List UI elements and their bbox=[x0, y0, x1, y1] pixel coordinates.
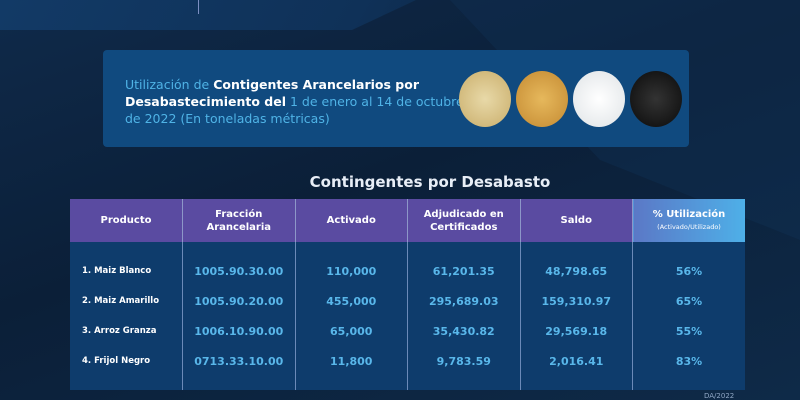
maiz-blanco-image bbox=[459, 71, 511, 127]
table-row: 3. Arroz Granza 1006.10.90.00 65,000 35,430… bbox=[70, 316, 745, 346]
cell-utilizacion: 65% bbox=[675, 294, 703, 308]
cell-utilizacion: 55% bbox=[675, 324, 703, 338]
cell-saldo: 2,016.41 bbox=[520, 346, 633, 376]
cell-fraccion: 1005.90.30.00 bbox=[182, 256, 296, 286]
maiz-amarillo-image bbox=[516, 71, 568, 127]
cell-producto: 2. Maiz Amarillo bbox=[70, 286, 183, 316]
cell-activado: 65,000 bbox=[295, 316, 408, 346]
cell-activado: 11,800 bbox=[295, 346, 408, 376]
header-fraccion: Fracción Arancelaria bbox=[182, 199, 296, 242]
footer-code: DA/2022 bbox=[704, 392, 735, 400]
table-row: 1. Maiz Blanco 1005.90.30.00 110,000 61,201… bbox=[70, 256, 745, 286]
cell-saldo: 29,569.18 bbox=[520, 316, 633, 346]
cell-producto: 3. Arroz Granza bbox=[70, 316, 183, 346]
header-adjudicado: Adjudicado en Certificados bbox=[407, 199, 521, 242]
cell-saldo: 159,310.97 bbox=[520, 286, 633, 316]
cell-adjudicado: 61,201.35 bbox=[407, 256, 521, 286]
cell-fraccion: 0713.33.10.00 bbox=[182, 346, 296, 376]
top-banner bbox=[0, 0, 416, 30]
arroz-image bbox=[573, 71, 625, 127]
info-text: Utilización de Contigentes Arancelarios … bbox=[125, 77, 464, 126]
header-utilizacion: % Utilización (Activado/Utilizado) bbox=[632, 199, 745, 242]
cell-utilizacion: 56% bbox=[675, 264, 703, 278]
info-box: Utilización de Contigentes Arancelarios … bbox=[103, 50, 689, 147]
table-title: Contingentes por Desabasto bbox=[309, 173, 551, 191]
cell-producto: 4. Frijol Negro bbox=[70, 346, 183, 376]
cell-activado: 455,000 bbox=[295, 286, 408, 316]
cell-adjudicado: 9,783.59 bbox=[407, 346, 521, 376]
table-row: 2. Maiz Amarillo 1005.90.20.00 455,000 295,… bbox=[70, 286, 745, 316]
cell-activado: 110,000 bbox=[295, 256, 408, 286]
header-activado: Activado bbox=[295, 199, 408, 242]
header-saldo: Saldo bbox=[520, 199, 633, 242]
table-row: 4. Frijol Negro 0713.33.10.00 11,800 9,783.… bbox=[70, 346, 745, 376]
divider bbox=[198, 0, 199, 14]
cell-fraccion: 1005.90.20.00 bbox=[182, 286, 296, 316]
contingentes-table: Producto Fracción Arancelaria Activado A… bbox=[70, 199, 745, 390]
frijol-negro-image bbox=[630, 71, 682, 127]
cell-producto: 1. Maiz Blanco bbox=[70, 256, 183, 286]
cell-saldo: 48,798.65 bbox=[520, 256, 633, 286]
cell-utilizacion: 83% bbox=[675, 354, 703, 368]
cell-adjudicado: 35,430.82 bbox=[407, 316, 521, 346]
cell-adjudicado: 295,689.03 bbox=[407, 286, 521, 316]
header-producto: Producto bbox=[70, 199, 183, 242]
cell-fraccion: 1006.10.90.00 bbox=[182, 316, 296, 346]
